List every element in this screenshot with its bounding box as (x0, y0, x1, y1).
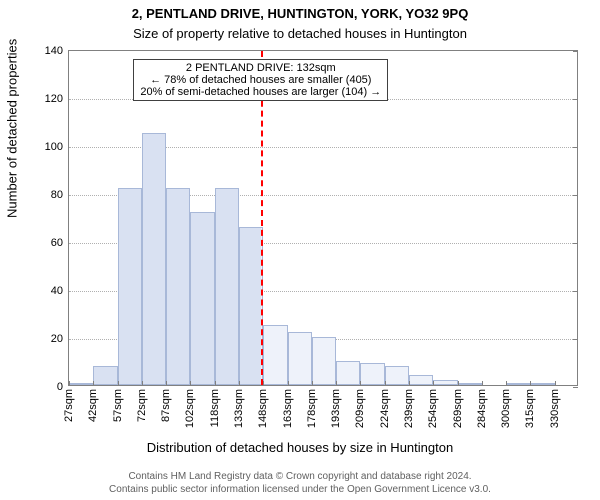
x-tick-label: 254sqm (427, 385, 439, 428)
x-tick-label: 87sqm (160, 385, 172, 422)
annotation-line: ← 78% of detached houses are smaller (40… (140, 74, 381, 86)
histogram-bar (312, 337, 336, 385)
histogram-bar (336, 361, 360, 385)
histogram-bar (239, 227, 261, 385)
footer-line-2: Contains public sector information licen… (0, 484, 600, 497)
histogram-bar (263, 325, 287, 385)
x-tick-label: 118sqm (209, 385, 221, 427)
x-tick-label: 209sqm (354, 385, 366, 428)
footer-line-1: Contains HM Land Registry data © Crown c… (0, 471, 600, 484)
x-axis-label: Distribution of detached houses by size … (0, 440, 600, 455)
x-tick-label: 224sqm (379, 385, 391, 428)
x-tick-label: 330sqm (549, 385, 561, 428)
x-tick-label: 193sqm (330, 385, 342, 428)
y-tick-label: 140 (45, 45, 69, 57)
x-tick-label: 102sqm (184, 385, 196, 428)
marker-line (261, 51, 263, 385)
x-tick-label: 315sqm (524, 385, 536, 428)
chart-title-main: 2, PENTLAND DRIVE, HUNTINGTON, YORK, YO3… (0, 6, 600, 21)
x-tick-label: 178sqm (306, 385, 318, 428)
y-tick-label: 60 (51, 237, 69, 249)
y-tick-label: 100 (45, 141, 69, 153)
y-tick-label: 20 (51, 333, 69, 345)
histogram-bar (190, 212, 214, 385)
plot-area: 02040608010012014027sqm42sqm57sqm72sqm87… (68, 50, 578, 386)
histogram-bar (409, 375, 433, 385)
x-tick-label: 269sqm (452, 385, 464, 428)
x-tick-label: 148sqm (257, 385, 269, 428)
histogram-bar (215, 188, 239, 385)
x-tick-label: 133sqm (233, 385, 245, 428)
x-tick-label: 163sqm (282, 385, 294, 428)
chart-title-sub: Size of property relative to detached ho… (0, 26, 600, 41)
histogram-bar (166, 188, 190, 385)
x-tick-label: 239sqm (403, 385, 415, 428)
annotation-line: 20% of semi-detached houses are larger (… (140, 86, 381, 98)
annotation-line: 2 PENTLAND DRIVE: 132sqm (140, 62, 381, 74)
x-tick-label: 72sqm (136, 385, 148, 422)
y-tick-label: 120 (45, 93, 69, 105)
y-tick-label: 80 (51, 189, 69, 201)
x-tick-label: 57sqm (112, 385, 124, 422)
x-tick-label: 284sqm (476, 385, 488, 428)
histogram-bar (93, 366, 117, 385)
histogram-bar (142, 133, 166, 385)
histogram-bar (385, 366, 409, 385)
histogram-bar (118, 188, 142, 385)
x-tick-label: 27sqm (63, 385, 75, 422)
y-tick-label: 40 (51, 285, 69, 297)
annotation-box: 2 PENTLAND DRIVE: 132sqm← 78% of detache… (133, 59, 388, 101)
x-tick-label: 42sqm (87, 385, 99, 422)
histogram-bar (288, 332, 312, 385)
footer-attribution: Contains HM Land Registry data © Crown c… (0, 471, 600, 496)
histogram-bar (360, 363, 384, 385)
x-tick-label: 300sqm (500, 385, 512, 428)
